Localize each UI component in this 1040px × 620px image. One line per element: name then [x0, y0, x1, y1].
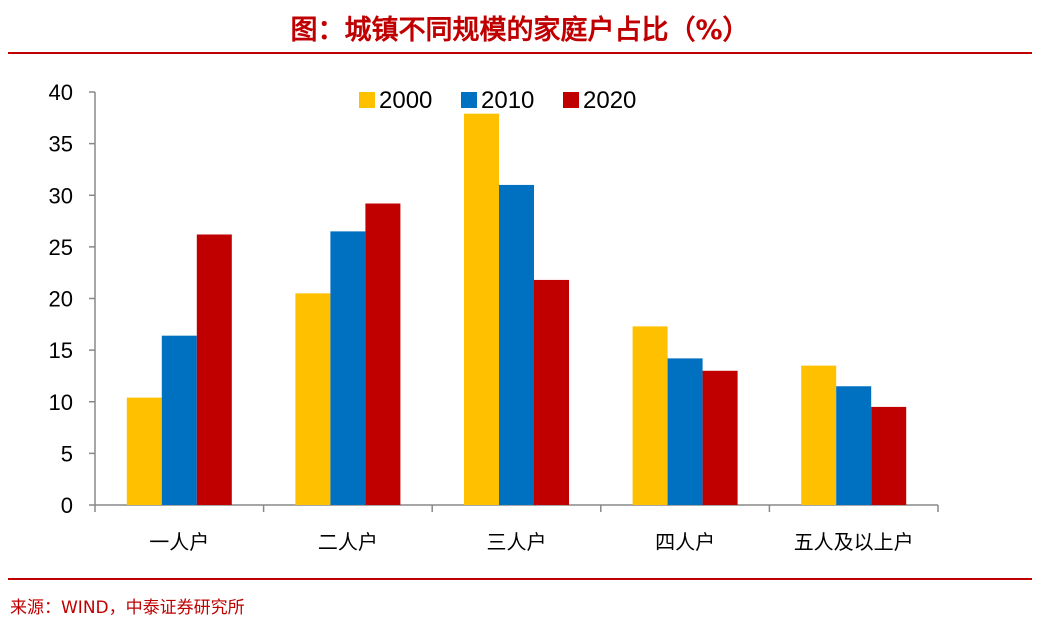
chart-title: 图：城镇不同规模的家庭户占比（%） [290, 15, 750, 46]
x-tick-label: 三人户 [487, 530, 547, 554]
footer-divider [8, 578, 1032, 580]
bar-2020-1 [365, 203, 401, 505]
x-tick-label: 一人户 [149, 530, 209, 554]
bar-2000-3 [632, 326, 668, 505]
y-tick-label: 40 [49, 80, 73, 105]
bar-2020-2 [534, 279, 569, 505]
legend-label-2000: 2000 [379, 87, 432, 114]
bar-chart: 0 5 10 15 20 25 30 35 40 一人户 二人户 三人户 四人户 五人及以上户 2000… [49, 80, 939, 554]
y-tick-labels: 0 5 10 15 20 25 30 35 40 [49, 80, 73, 518]
bar-2020-4 [871, 406, 907, 505]
y-tick-label: 10 [49, 390, 73, 415]
legend-label-2010: 2010 [481, 87, 534, 114]
legend-swatch-2010 [461, 92, 477, 108]
x-tick-labels: 一人户 二人户 三人户 四人户 五人及以上户 [149, 530, 913, 554]
bar-2000-0 [126, 397, 162, 505]
x-tick-label: 五人及以上户 [794, 530, 914, 554]
legend-swatch-2020 [563, 92, 579, 108]
bar-2000-2 [464, 113, 499, 506]
bar-2010-3 [667, 358, 703, 505]
bar-2010-1 [330, 231, 366, 505]
y-tick-label: 25 [49, 235, 73, 260]
y-tick-label: 5 [61, 441, 73, 466]
x-tick-label: 四人户 [655, 530, 715, 554]
legend-swatch-2000 [359, 92, 375, 108]
y-tick-label: 35 [49, 132, 73, 157]
bar-2010-0 [161, 335, 197, 505]
legend-label-2020: 2020 [583, 87, 636, 114]
bar-2010-4 [836, 386, 872, 505]
bar-2000-1 [295, 293, 331, 505]
y-tick-label: 30 [49, 183, 73, 208]
bar-2020-0 [196, 234, 232, 506]
y-tick-label: 20 [49, 287, 73, 312]
bar-2010-2 [499, 184, 534, 506]
x-tick-label: 二人户 [318, 530, 378, 554]
bar-2020-3 [702, 370, 738, 505]
legend: 2000 2010 2020 [359, 87, 636, 114]
y-tick-label: 15 [49, 338, 73, 363]
title-divider [8, 52, 1032, 54]
bars [126, 113, 907, 506]
y-tick-label: 0 [61, 493, 73, 518]
bar-2000-4 [801, 365, 837, 505]
source-note: 来源：WIND，中泰证券研究所 [10, 598, 245, 618]
